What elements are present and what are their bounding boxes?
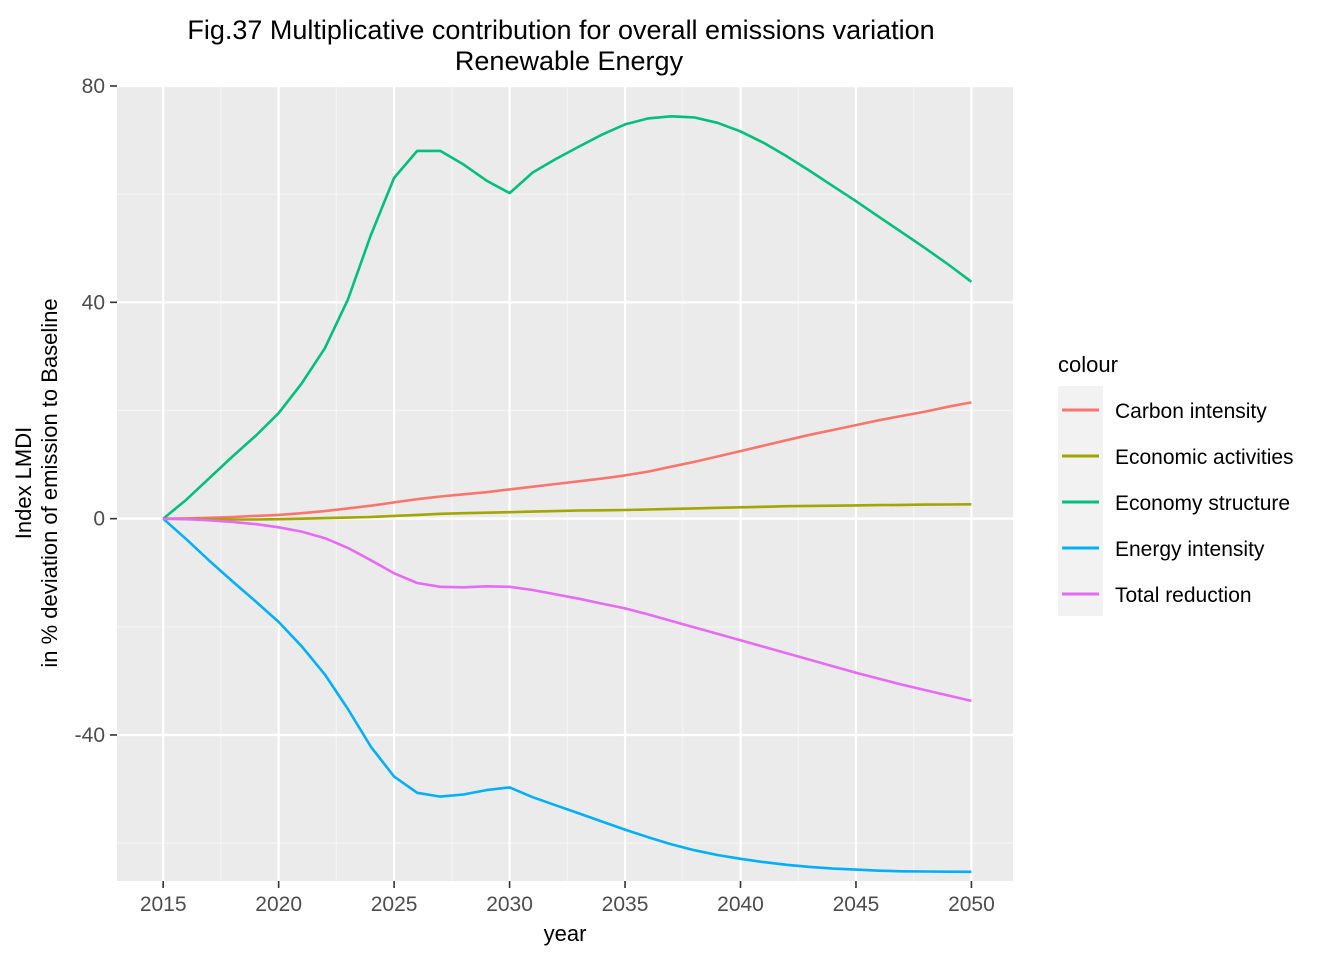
legend-label-economic-activities: Economic activities xyxy=(1115,446,1294,469)
y-tick-label: 40 xyxy=(82,291,105,314)
legend-title: colour xyxy=(1058,352,1118,377)
y-tick-label: 80 xyxy=(82,75,105,98)
legend-label-carbon-intensity: Carbon intensity xyxy=(1115,400,1267,423)
legend-label-energy-intensity: Energy intensity xyxy=(1115,538,1265,561)
x-tick-label: 2030 xyxy=(486,893,533,916)
x-tick-label: 2015 xyxy=(140,893,187,916)
legend-label-economy-structure: Economy structure xyxy=(1115,492,1290,515)
y-tick-label: -40 xyxy=(75,724,105,747)
x-tick-label: 2050 xyxy=(948,893,995,916)
y-tick-label: 0 xyxy=(93,508,105,531)
y-axis-title-line1: Index LMDI xyxy=(11,427,36,540)
x-tick-label: 2040 xyxy=(717,893,764,916)
legend-label-total-reduction: Total reduction xyxy=(1115,584,1252,607)
x-tick-label: 2020 xyxy=(255,893,302,916)
chart-subtitle: Renewable Energy xyxy=(455,46,684,76)
x-tick-label: 2035 xyxy=(602,893,649,916)
chart-title: Fig.37 Multiplicative contribution for o… xyxy=(187,15,934,45)
x-tick-label: 2025 xyxy=(371,893,418,916)
x-axis-title: year xyxy=(544,921,587,946)
x-tick-label: 2045 xyxy=(833,893,880,916)
legend: colour Carbon intensity Economic activiti… xyxy=(1058,352,1294,616)
y-axis-title-line2: in % deviation of emission to Baseline xyxy=(37,298,62,667)
